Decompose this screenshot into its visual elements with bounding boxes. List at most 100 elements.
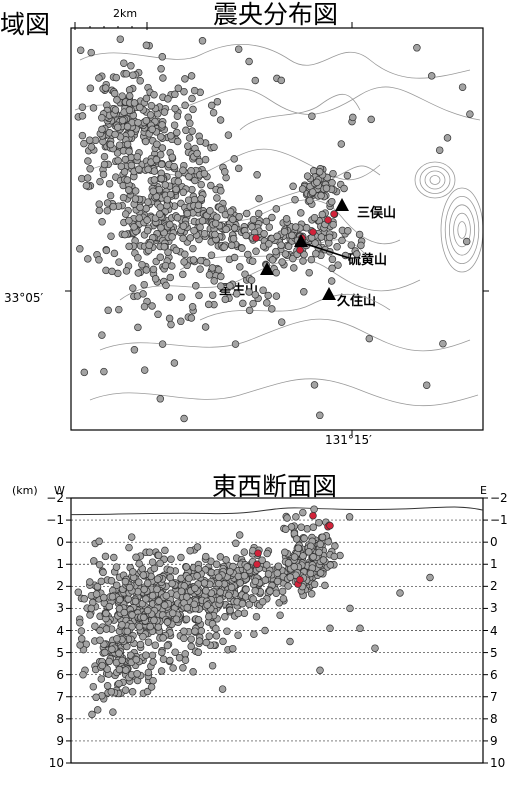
hypocenter-event [115, 679, 123, 688]
hypocenter-event [128, 688, 137, 696]
hypocenter-event [109, 708, 117, 716]
epicenter-event [179, 166, 187, 175]
hypocenter-event [371, 644, 379, 652]
epicenter-event [289, 254, 297, 263]
epicenter-event [135, 214, 143, 222]
hypocenter-event [145, 548, 154, 556]
epicenter-event [171, 104, 179, 113]
hypocenter-event [150, 616, 158, 625]
epicenter-event [125, 92, 134, 100]
hypocenter-event [187, 635, 195, 643]
longitude-label: 131°15′ [325, 433, 372, 447]
hypocenter-event [158, 648, 166, 657]
epicenter-event [196, 265, 204, 273]
depth-label-left: 7 [56, 689, 64, 704]
epicenter-event [106, 140, 115, 149]
hypocenter-event [77, 635, 86, 643]
epicenter-event [173, 128, 181, 137]
depth-label-left: 3 [56, 601, 64, 616]
contour-ring [448, 204, 475, 256]
hypocenter-event [179, 664, 187, 672]
hypocenter-event [135, 578, 143, 586]
epicenter-event [235, 213, 243, 221]
hypocenter-event [264, 570, 273, 578]
epicenter-event [322, 184, 331, 193]
epicenter-event [347, 241, 356, 249]
epicenter-event [226, 282, 234, 290]
epicenter-event [208, 291, 217, 299]
depth-label-right: −1 [490, 513, 508, 528]
hypocenter-event [309, 523, 318, 531]
contour-ring [414, 161, 456, 199]
hypocenter-event [168, 579, 176, 588]
hypocenter-event [251, 587, 259, 595]
hypocenter-event [139, 632, 147, 641]
hypocenter-event [205, 612, 213, 621]
contour-ring [424, 170, 446, 190]
contour-ring [419, 166, 451, 194]
epicenter-event [172, 246, 181, 255]
epicenter-event [245, 288, 253, 296]
epicenter-event [213, 97, 222, 106]
epicenter-event [284, 242, 293, 251]
epicenter-event [173, 112, 182, 120]
epicenter-event [344, 227, 352, 235]
epicenter-event [107, 232, 115, 240]
epicenter-event [288, 231, 296, 240]
epicenter-event [200, 229, 209, 238]
hypocenter-event [218, 685, 227, 693]
epicenter-event [82, 181, 91, 190]
epicenter-event [229, 215, 237, 224]
epicenter-event [268, 213, 276, 222]
epicenter-event [134, 269, 143, 277]
epicenter-event [206, 207, 214, 215]
hypocenter-event [177, 553, 185, 562]
hypocenter-event [118, 621, 126, 629]
hypocenter-event [286, 637, 294, 646]
epicenter-event [98, 125, 106, 134]
hypocenter-event [148, 558, 157, 566]
epicenter-event [328, 197, 336, 206]
hypocenter-event [80, 595, 89, 603]
epicenter-group [74, 35, 474, 423]
epicenter-event [136, 203, 144, 212]
epicenter-event [154, 310, 162, 319]
epicenter-event [272, 205, 281, 213]
epicenter-event [278, 258, 286, 266]
epicenter-event [234, 45, 243, 53]
epicenter-event [277, 318, 286, 326]
hypocenter-event [315, 518, 323, 527]
hypocenter-event [261, 576, 270, 584]
hypocenter-event [292, 513, 300, 521]
hypocenter-event [319, 556, 328, 564]
epicenter-event [134, 254, 142, 262]
hypocenter-event [200, 579, 209, 587]
epicenter-event [98, 218, 106, 226]
epicenter-event [89, 104, 98, 112]
epicenter-event [262, 217, 271, 226]
hypocenter-event [89, 682, 98, 691]
epicenter-event [140, 280, 148, 289]
hypocenter-event [315, 548, 323, 557]
epicenter-event [268, 305, 276, 313]
epicenter-event [196, 137, 204, 146]
hypocenter-event [273, 569, 282, 577]
hypocenter-event [266, 587, 274, 595]
epicenter-event [121, 230, 129, 239]
epicenter-event [230, 155, 238, 163]
epicenter-event [115, 258, 123, 266]
hypocenter-event [306, 569, 315, 578]
epicenter-event [161, 181, 170, 189]
epicenter-event [142, 41, 151, 50]
epicenter-event [103, 206, 112, 215]
hypocenter-event [79, 670, 87, 679]
hypocenter-event [159, 655, 168, 663]
epicenter-event [201, 155, 210, 164]
hypocenter-event [105, 602, 114, 611]
epicenter-event [245, 306, 254, 315]
hypocenter-event [162, 591, 171, 600]
hypocenter-event [135, 559, 143, 568]
hypocenter-event [356, 624, 364, 633]
hypocenter-event [182, 563, 191, 571]
epicenter-event [78, 131, 87, 140]
